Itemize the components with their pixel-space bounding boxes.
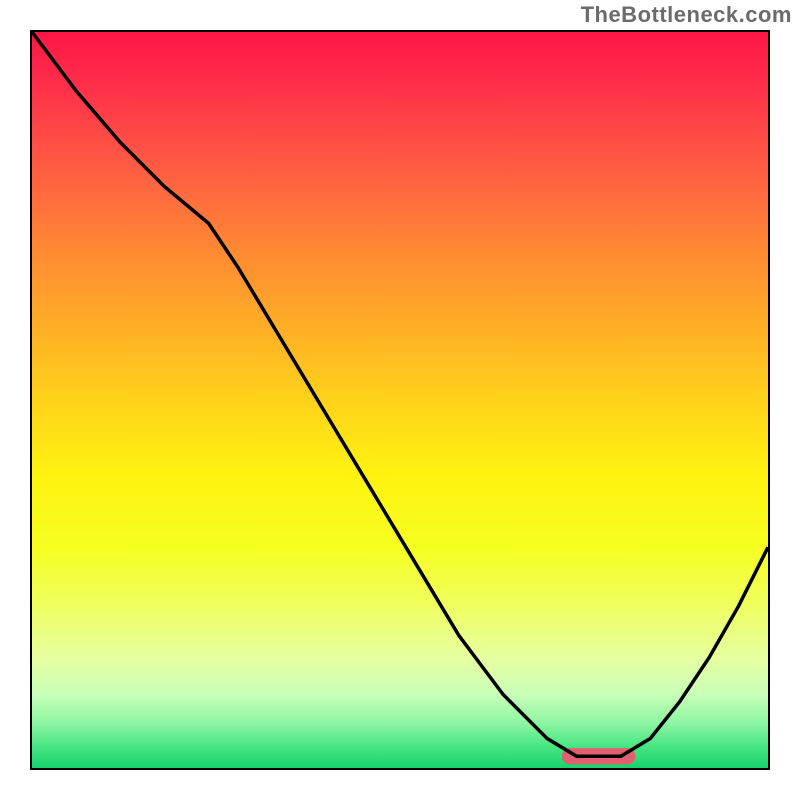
watermark-text: TheBottleneck.com bbox=[581, 2, 792, 28]
bottleneck-curve bbox=[32, 32, 768, 756]
chart-overlay bbox=[32, 32, 768, 768]
chart-frame bbox=[30, 30, 770, 770]
